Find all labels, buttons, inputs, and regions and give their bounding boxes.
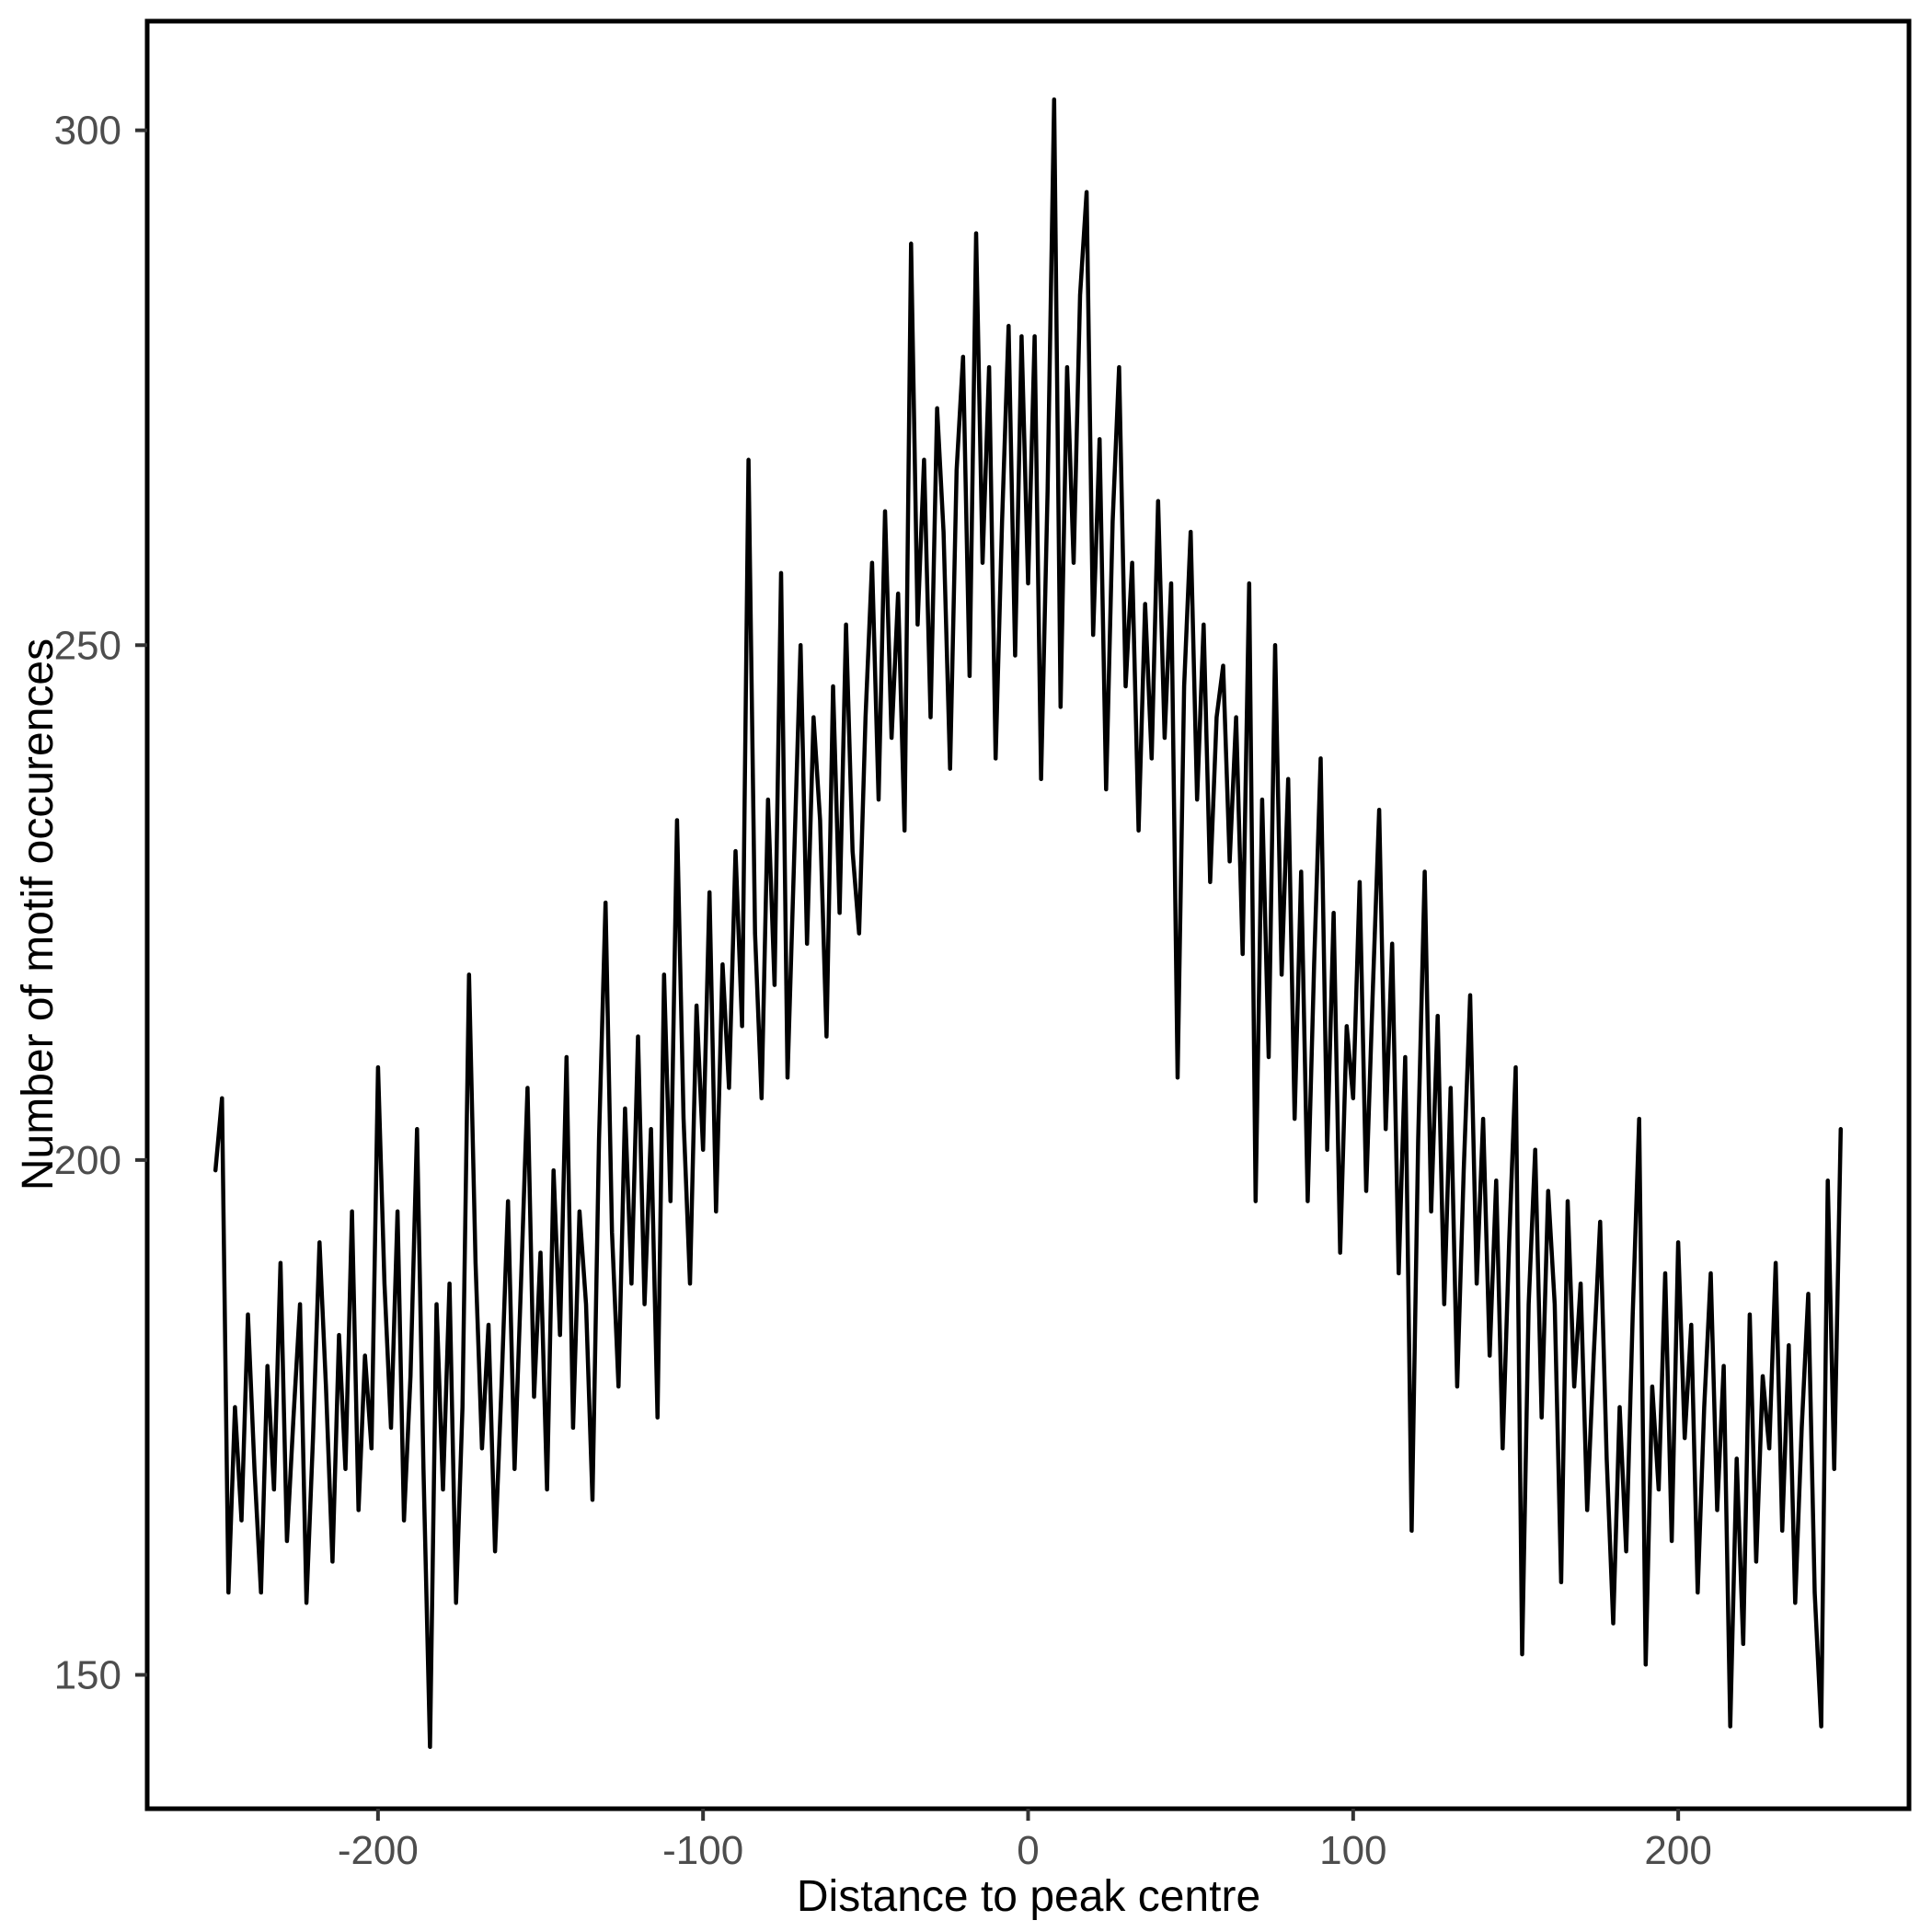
x-tick-label: 200 <box>1644 1828 1711 1873</box>
x-axis-title: Distance to peak centre <box>796 1872 1261 1921</box>
x-tick-label: -200 <box>338 1828 419 1873</box>
x-tick-label: 0 <box>1017 1828 1039 1873</box>
data-line <box>213 97 1844 1750</box>
x-tick-label: -100 <box>662 1828 743 1873</box>
y-axis-title: Number of motif occurences <box>14 638 63 1191</box>
x-tick-label: 100 <box>1319 1828 1386 1873</box>
y-tick-label: 150 <box>54 1652 121 1697</box>
y-tick-label: 300 <box>54 109 121 154</box>
y-tick-label: 200 <box>54 1138 121 1183</box>
y-tick-label: 250 <box>54 623 121 668</box>
